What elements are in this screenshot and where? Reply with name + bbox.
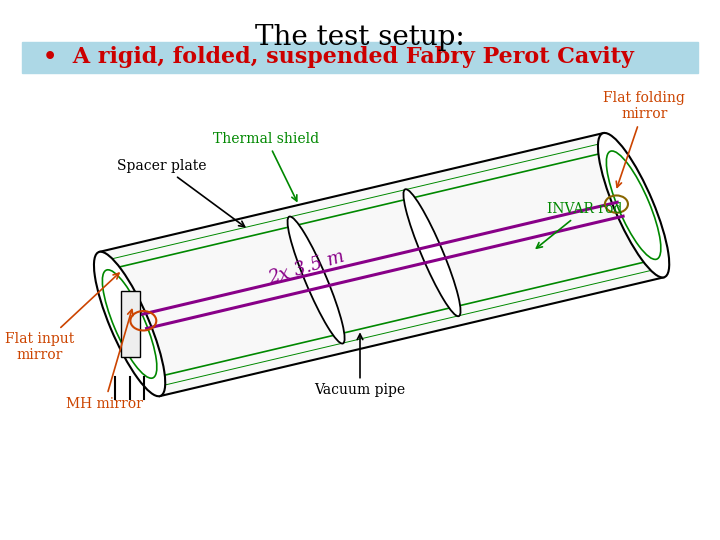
- Ellipse shape: [403, 189, 461, 316]
- Ellipse shape: [598, 133, 669, 278]
- Text: Thermal shield: Thermal shield: [213, 132, 320, 201]
- FancyBboxPatch shape: [121, 291, 140, 357]
- Text: •  A rigid, folded, suspended Fabry Perot Cavity: • A rigid, folded, suspended Fabry Perot…: [43, 46, 634, 68]
- Text: Spacer plate: Spacer plate: [117, 159, 245, 227]
- Text: The test setup:: The test setup:: [255, 24, 465, 51]
- Ellipse shape: [94, 252, 165, 396]
- Polygon shape: [99, 133, 664, 396]
- Text: Vacuum pipe: Vacuum pipe: [315, 334, 405, 397]
- Text: MH mirror: MH mirror: [66, 309, 143, 411]
- Ellipse shape: [287, 217, 345, 343]
- Text: Flat input
mirror: Flat input mirror: [5, 273, 119, 362]
- Text: INVAR rod: INVAR rod: [536, 202, 623, 248]
- Text: 2x 3.5 m: 2x 3.5 m: [266, 247, 346, 287]
- Text: Flat folding
mirror: Flat folding mirror: [603, 91, 685, 187]
- FancyBboxPatch shape: [22, 42, 698, 73]
